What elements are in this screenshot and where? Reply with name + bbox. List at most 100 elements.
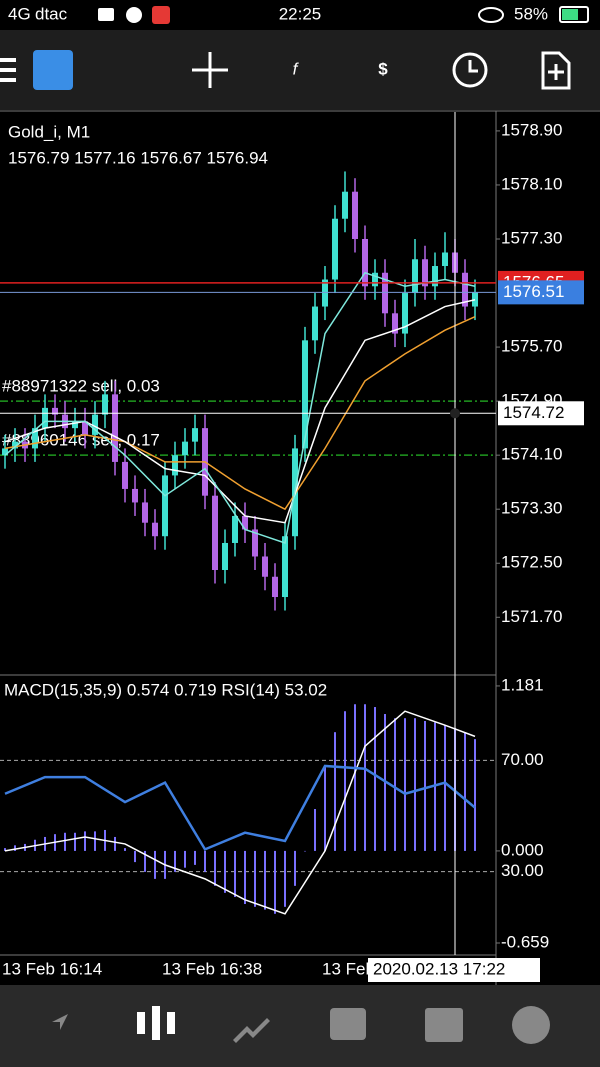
y-tick-label: 1578.90 xyxy=(501,120,562,139)
indicators-button[interactable]: f xyxy=(293,59,300,78)
crosshair-price-box xyxy=(498,401,584,426)
macd-bar xyxy=(214,850,216,886)
candle-body xyxy=(442,252,448,267)
macd-bar xyxy=(4,848,6,851)
crosshair-time-box xyxy=(368,958,540,982)
macd-bar xyxy=(154,850,156,879)
macd-bar xyxy=(344,711,346,851)
phone-icon xyxy=(152,6,170,24)
chart-area: MACD(15,35,9) 0.574 0.719 RSI(14) 53.02 1… xyxy=(0,110,600,985)
macd-bar xyxy=(334,732,336,851)
candle-body xyxy=(52,407,58,415)
y-tick-label: -0.659 xyxy=(501,932,549,951)
chart-tab[interactable] xyxy=(137,1006,175,1040)
macd-bar xyxy=(294,850,296,886)
y-tick-label: 1572.50 xyxy=(501,553,562,572)
y2-tick-label: 70.00 xyxy=(501,750,544,769)
macd-bar xyxy=(194,850,196,865)
battery-level: 58% xyxy=(514,4,548,23)
candle-body xyxy=(2,448,8,456)
macd-bar xyxy=(204,850,206,872)
macd-bar xyxy=(474,739,476,851)
history-tab[interactable] xyxy=(330,1008,366,1040)
candle-body xyxy=(352,191,358,239)
y-tick-label: 1577.30 xyxy=(501,228,562,247)
crosshair-button[interactable] xyxy=(192,52,228,88)
y-tick-label: 1575.70 xyxy=(501,337,562,356)
candle-body xyxy=(382,272,388,314)
chat-tab[interactable] xyxy=(512,1006,550,1044)
macd-bar xyxy=(414,718,416,851)
macd-bar xyxy=(374,707,376,851)
candle-body xyxy=(102,394,108,415)
macd-bar xyxy=(394,718,396,851)
macd-bar xyxy=(144,850,146,872)
candle-body xyxy=(252,529,258,557)
macd-bar xyxy=(354,704,356,851)
trade-button[interactable]: $ xyxy=(378,59,388,78)
macd-bar xyxy=(264,850,266,910)
candle-body xyxy=(272,576,278,598)
order-label: #88960146 sell, 0.17 xyxy=(2,431,160,450)
candle-body xyxy=(312,306,318,341)
candle-body xyxy=(412,259,418,294)
quotes-tab[interactable] xyxy=(40,1014,68,1042)
candle-body xyxy=(372,272,378,287)
chart-title: Gold_i, M1 xyxy=(8,122,90,141)
candle-body xyxy=(82,421,88,435)
macd-bar xyxy=(224,850,226,893)
candle-body xyxy=(332,218,338,280)
battery-icon xyxy=(559,6,589,23)
news-tab[interactable] xyxy=(425,1008,463,1042)
macd-bar xyxy=(254,850,256,907)
macd-bar xyxy=(284,850,286,907)
y-tick-label: 0.000 xyxy=(501,840,544,859)
candle-body xyxy=(162,475,168,537)
macd-bar xyxy=(14,845,16,851)
candle-body xyxy=(112,394,118,462)
y2-tick-label: 30.00 xyxy=(501,861,544,880)
candle-body xyxy=(472,292,478,307)
macd-bar xyxy=(184,850,186,868)
candle-body xyxy=(172,455,178,476)
moving-average xyxy=(4,315,476,511)
candle-body xyxy=(72,421,78,429)
candle-body xyxy=(182,441,188,456)
candle-body xyxy=(262,556,268,577)
x-tick-label: 13 Feb 16:14 xyxy=(2,959,102,978)
trade-tab[interactable] xyxy=(233,1018,270,1043)
x-tick-label: 13 Feb 16:38 xyxy=(162,959,262,978)
macd-bar xyxy=(364,704,366,851)
carrier: dtac xyxy=(35,4,68,23)
candle-body xyxy=(152,522,158,537)
macd-bar xyxy=(134,850,136,863)
indicator-title: MACD(15,35,9) 0.574 0.719 RSI(14) 53.02 xyxy=(4,680,327,699)
candle-body xyxy=(242,515,248,530)
macd-bar xyxy=(464,732,466,851)
candle-body xyxy=(122,461,128,489)
new-order-button[interactable] xyxy=(541,51,571,90)
app-icon[interactable] xyxy=(33,50,73,90)
y-tick-label: 1573.30 xyxy=(501,499,562,518)
timeframe-button[interactable] xyxy=(452,52,488,88)
candle-body xyxy=(32,428,38,449)
macd-bar xyxy=(444,725,446,851)
crosshair-dot xyxy=(450,408,460,419)
nav-icons xyxy=(40,1006,550,1044)
chat-icon xyxy=(126,7,142,23)
macd-bar xyxy=(234,850,236,898)
bid-label: 1576.51 xyxy=(503,282,564,301)
macd-bar xyxy=(404,718,406,851)
candle-body xyxy=(462,272,468,307)
macd-bar xyxy=(114,836,116,851)
ohlc-values: 1576.79 1577.16 1576.67 1576.94 xyxy=(8,148,268,167)
y-tick-label: 1571.70 xyxy=(501,607,562,626)
candle-body xyxy=(322,279,328,307)
candle-body xyxy=(212,495,218,570)
candle-body xyxy=(142,502,148,523)
candle-body xyxy=(42,407,48,429)
macd-bar xyxy=(74,832,76,851)
menu-button[interactable] xyxy=(0,58,16,82)
candle-body xyxy=(422,259,428,287)
rsi-line xyxy=(4,764,476,851)
